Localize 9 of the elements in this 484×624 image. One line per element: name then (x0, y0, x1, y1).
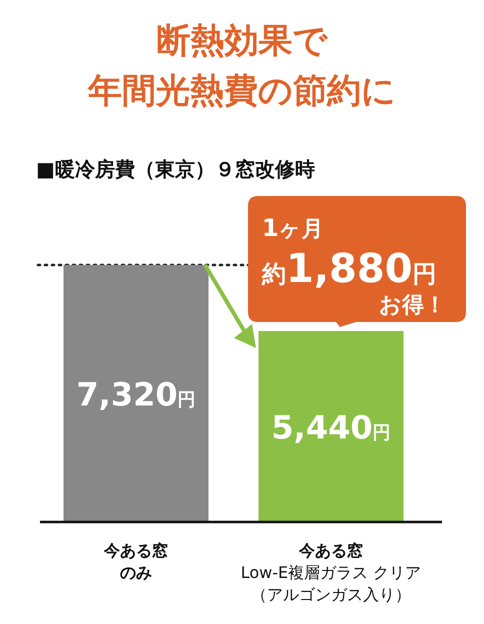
annotation: 約1,880円 (261, 246, 437, 292)
text: 1ヶ月 (262, 214, 324, 242)
data-label: 7,320円 (76, 376, 196, 414)
annotation: お得！ (379, 293, 446, 318)
data-label: 5,440円 (271, 408, 391, 447)
x-tick-label: 今ある窓Low-E複層ガラス クリア（アルゴンガス入り） (240, 541, 422, 604)
chart-title: 断熱効果で年間光熱費の節約に (87, 21, 396, 111)
chart-subtitle: ■暖冷房費（東京）９窓改修時 (36, 157, 315, 181)
x-tick-label: 今ある窓のみ (103, 541, 168, 582)
